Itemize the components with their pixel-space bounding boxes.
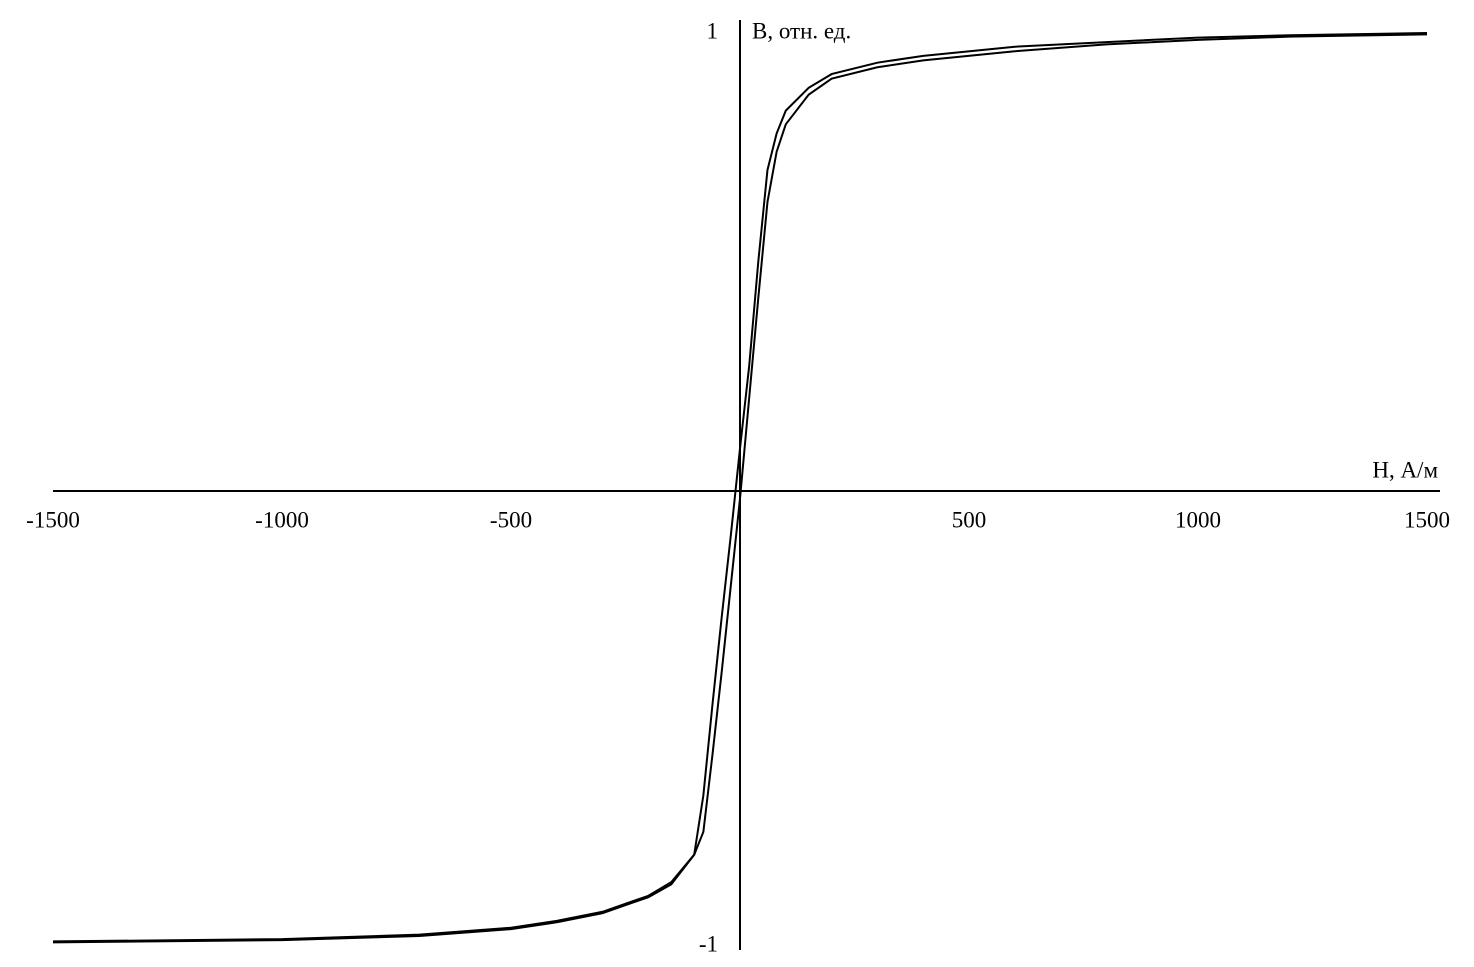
y-axis-label: B, отн. ед.: [752, 18, 851, 43]
x-tick-label: -1500: [26, 507, 80, 532]
curve: [52, 32, 1428, 943]
x-tick-label: 500: [952, 507, 987, 532]
x-tick-label: 1500: [1404, 507, 1450, 532]
y-tick-label: 1: [707, 18, 719, 43]
x-axis-label: H, А/м: [1372, 457, 1438, 482]
y-tick-label: -1: [699, 931, 718, 956]
x-tick-label: -500: [490, 507, 532, 532]
curve: [52, 33, 1428, 944]
x-tick-label: 1000: [1175, 507, 1221, 532]
x-tick-label: -1000: [255, 507, 309, 532]
